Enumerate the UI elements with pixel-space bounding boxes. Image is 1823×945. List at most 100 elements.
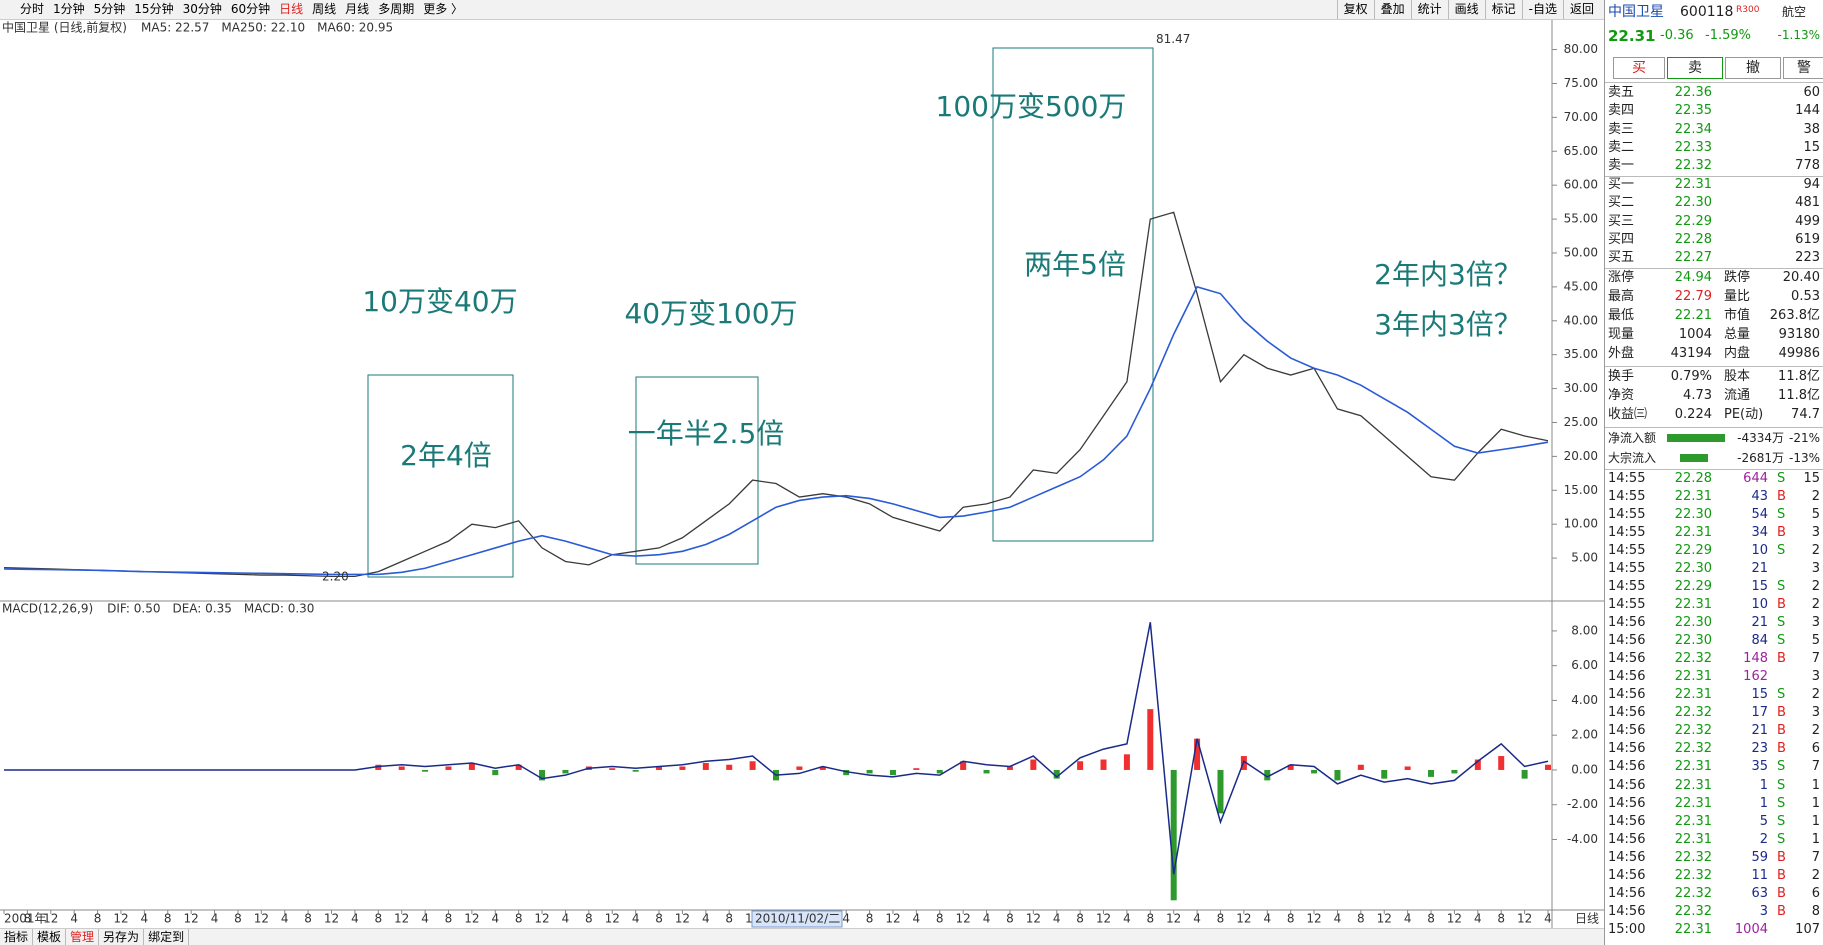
- tool-button[interactable]: 复权: [1336, 0, 1374, 19]
- x-tick-label: 12: [956, 912, 971, 926]
- panel-text: 涨停: [1608, 270, 1635, 285]
- panel-text: 卖五: [1608, 85, 1635, 100]
- period-tab[interactable]: 30分钟: [182, 2, 222, 16]
- panel-text: 778: [1795, 158, 1820, 174]
- panel-text: 22.32: [1674, 705, 1712, 721]
- panel-text: -1.59%: [1705, 28, 1751, 43]
- macd-bar: [1194, 738, 1201, 770]
- macd-bar: [515, 764, 522, 770]
- period-tab[interactable]: 60分钟: [230, 2, 271, 16]
- x-tick-label: 4: [562, 912, 570, 926]
- panel-text: 1004: [1678, 327, 1712, 342]
- period-tab[interactable]: 5分钟: [93, 2, 126, 16]
- bottom-tab[interactable]: 模板: [33, 929, 67, 945]
- period-tab[interactable]: 1分钟: [53, 2, 85, 16]
- macd-bar: [702, 763, 709, 770]
- bottom-tab[interactable]: 另存为: [99, 929, 145, 945]
- tool-button[interactable]: 返回: [1562, 0, 1600, 19]
- panel-text: 跌停: [1724, 270, 1751, 285]
- macd-bar: [796, 766, 803, 770]
- macd-bar: [1170, 769, 1177, 901]
- panel-text: 481: [1795, 195, 1820, 211]
- panel-text: 10: [1751, 543, 1768, 559]
- panel-text: 22.32: [1674, 867, 1712, 883]
- series-line: [4, 622, 1549, 875]
- panel-text: 净流入额: [1608, 431, 1657, 445]
- panel-text: 买四: [1608, 231, 1635, 247]
- period-tab[interactable]: 月线: [345, 2, 370, 16]
- y-tick-label: -4.00: [1567, 832, 1598, 846]
- period-tab[interactable]: 周线: [312, 2, 337, 16]
- period-tab[interactable]: 多周期: [378, 2, 415, 16]
- x-tick-label: 4: [421, 912, 429, 926]
- macd-bar: [1287, 764, 1294, 770]
- period-label: 日线: [1575, 912, 1599, 926]
- tool-button[interactable]: 统计: [1410, 0, 1448, 19]
- y-tick-label: 40.00: [1564, 313, 1598, 327]
- indicator-label: DEA: 0.35: [172, 602, 231, 616]
- macd-bar: [632, 769, 639, 772]
- tool-button[interactable]: -自选: [1521, 0, 1563, 19]
- bottom-tab[interactable]: 指标: [0, 929, 34, 945]
- panel-text: 8: [1811, 903, 1820, 919]
- panel-text: B: [1777, 597, 1786, 613]
- panel-text: 22.21: [1674, 308, 1712, 323]
- x-tick-label: 8: [164, 912, 172, 926]
- flow-bar: [1680, 453, 1708, 462]
- panel-text: 14:56: [1608, 669, 1646, 685]
- x-tick-label: 8: [304, 912, 312, 926]
- panel-text: 24.94: [1674, 270, 1712, 285]
- panel-text: 14:55: [1608, 507, 1646, 523]
- x-tick-label: 12: [1096, 912, 1111, 926]
- panel-text: 14:56: [1608, 633, 1646, 649]
- panel-text: 15: [1803, 139, 1820, 155]
- panel-text: 14:56: [1608, 813, 1646, 829]
- y-tick-label: 45.00: [1564, 279, 1598, 293]
- trade-button[interactable]: 警: [1783, 57, 1823, 79]
- annotation-box: [635, 376, 759, 565]
- y-tick-label: 75.00: [1564, 76, 1598, 90]
- panel-text: 22.32: [1674, 903, 1712, 919]
- indicator-label: MA250: 22.10: [221, 21, 305, 35]
- macd-bar: [1498, 756, 1505, 770]
- panel-text: 1: [1759, 777, 1768, 793]
- trade-button[interactable]: 买: [1613, 57, 1665, 79]
- flow-bar: [1667, 434, 1725, 442]
- separator: [1605, 469, 1823, 470]
- panel-text: 22.31: [1674, 777, 1712, 793]
- panel-text: 最低: [1608, 308, 1635, 323]
- tool-buttons: 复权 叠加 统计 画线 标记 -自选 返回: [1336, 0, 1600, 19]
- series-line: [3, 285, 1549, 576]
- tool-button[interactable]: 画线: [1447, 0, 1485, 19]
- tool-button[interactable]: 叠加: [1373, 0, 1411, 19]
- tool-button[interactable]: 标记: [1484, 0, 1522, 19]
- x-tick-label: 4: [983, 912, 991, 926]
- bottom-tab[interactable]: 管理: [66, 929, 100, 945]
- panel-text: 1: [1759, 795, 1768, 811]
- panel-text: 0.224: [1674, 407, 1712, 422]
- separator: [1605, 427, 1823, 428]
- panel-text: 14:55: [1608, 561, 1646, 577]
- indicator-label: DIF: 0.50: [107, 602, 160, 616]
- x-tick-label: 8: [1427, 912, 1435, 926]
- trade-button[interactable]: 卖: [1667, 57, 1723, 79]
- period-tab[interactable]: 更多 〉: [423, 2, 464, 16]
- macd-bar: [1381, 769, 1388, 779]
- trade-button[interactable]: 撤: [1725, 57, 1781, 79]
- bottom-tab[interactable]: 绑定到: [144, 929, 190, 945]
- annotation: 10万变40万: [362, 285, 517, 318]
- period-tab[interactable]: 分时: [20, 2, 45, 16]
- y-tick-label: 30.00: [1564, 381, 1598, 395]
- macd-bar: [492, 769, 499, 776]
- panel-text: S: [1777, 759, 1786, 775]
- panel-text: 14:55: [1608, 471, 1646, 486]
- panel-text: 22.29: [1674, 579, 1712, 595]
- period-tab[interactable]: 日线: [279, 2, 304, 16]
- panel-text: 14:56: [1608, 651, 1646, 667]
- x-tick-label: 4: [1334, 912, 1342, 926]
- panel-text: 15: [1803, 471, 1820, 486]
- period-tab[interactable]: 15分钟: [134, 2, 174, 16]
- annotation: 2年4倍: [400, 439, 492, 472]
- panel-text: -2681万: [1737, 450, 1784, 465]
- panel-text: 144: [1795, 103, 1820, 119]
